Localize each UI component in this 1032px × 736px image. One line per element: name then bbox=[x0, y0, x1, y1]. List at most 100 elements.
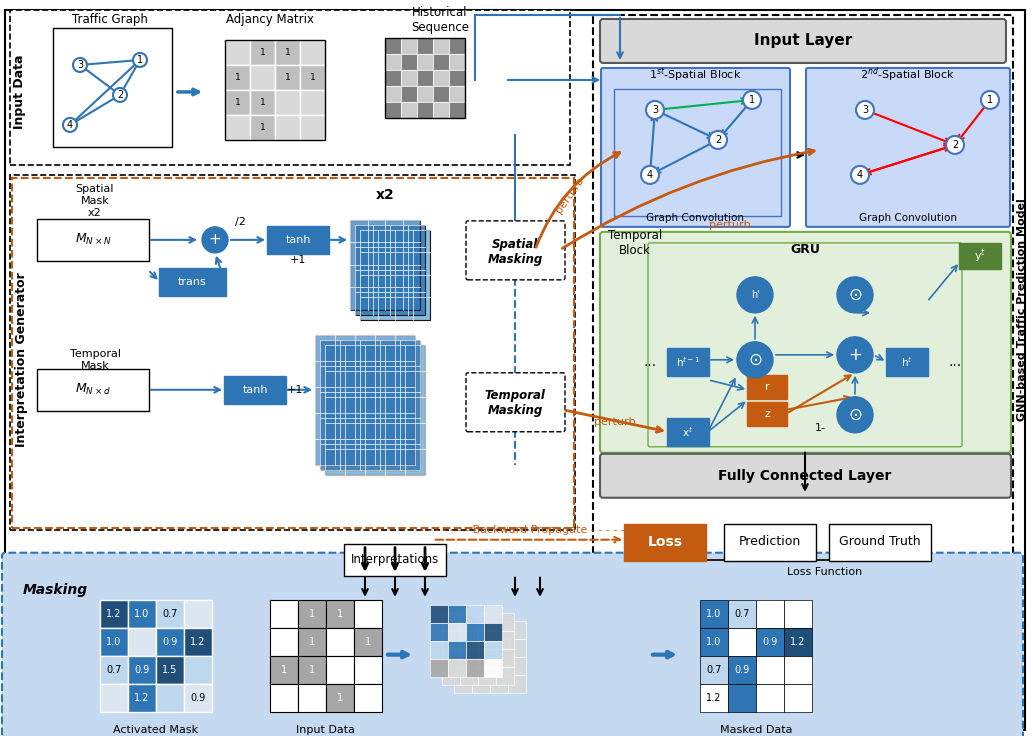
Bar bbox=[784, 684, 812, 712]
Bar bbox=[478, 612, 496, 631]
Text: 1: 1 bbox=[365, 637, 372, 647]
Bar bbox=[250, 115, 275, 140]
Text: Temporal
Masking: Temporal Masking bbox=[485, 389, 546, 417]
Bar bbox=[275, 65, 300, 90]
Bar bbox=[490, 675, 508, 693]
FancyBboxPatch shape bbox=[601, 68, 791, 227]
Bar bbox=[448, 623, 466, 640]
Bar bbox=[700, 628, 728, 656]
FancyBboxPatch shape bbox=[747, 375, 787, 399]
Bar bbox=[484, 659, 502, 676]
Bar bbox=[250, 65, 275, 90]
Text: +: + bbox=[208, 233, 222, 247]
Bar bbox=[401, 54, 417, 70]
Bar bbox=[385, 54, 401, 70]
Bar bbox=[449, 86, 465, 102]
Text: 0.7: 0.7 bbox=[106, 665, 122, 675]
Bar bbox=[300, 40, 325, 65]
Bar bbox=[433, 38, 449, 54]
Bar bbox=[472, 639, 490, 657]
Bar bbox=[756, 600, 784, 628]
Text: Spatial
Masking: Spatial Masking bbox=[487, 238, 543, 266]
Bar bbox=[728, 600, 756, 628]
Text: Input Layer: Input Layer bbox=[753, 33, 852, 49]
Text: 2: 2 bbox=[117, 90, 123, 100]
Bar bbox=[449, 102, 465, 118]
Bar bbox=[417, 70, 433, 86]
Text: Interpretations: Interpretations bbox=[351, 553, 440, 566]
Text: Interpretation Generator: Interpretation Generator bbox=[15, 272, 29, 447]
Text: 2: 2 bbox=[715, 135, 721, 145]
Bar bbox=[466, 605, 484, 623]
Bar bbox=[430, 659, 448, 676]
Bar bbox=[354, 656, 382, 684]
Bar bbox=[700, 656, 728, 684]
Text: 1: 1 bbox=[234, 98, 240, 107]
Bar bbox=[417, 54, 433, 70]
Bar bbox=[466, 640, 484, 659]
Bar bbox=[496, 667, 514, 684]
FancyBboxPatch shape bbox=[886, 348, 928, 376]
Text: 1: 1 bbox=[309, 609, 315, 619]
Bar bbox=[496, 612, 514, 631]
Bar bbox=[350, 220, 420, 310]
Text: 1: 1 bbox=[310, 73, 316, 82]
Bar bbox=[449, 54, 465, 70]
Bar bbox=[156, 600, 184, 628]
Bar bbox=[156, 684, 184, 712]
Bar bbox=[184, 656, 212, 684]
Bar bbox=[490, 657, 508, 675]
Text: 1: 1 bbox=[137, 55, 143, 65]
Text: GNN-based Traffic Prediction Model: GNN-based Traffic Prediction Model bbox=[1017, 199, 1027, 421]
Bar bbox=[401, 38, 417, 54]
Text: 1: 1 bbox=[260, 123, 265, 132]
Circle shape bbox=[856, 101, 874, 119]
Bar bbox=[472, 620, 490, 639]
Circle shape bbox=[946, 136, 964, 154]
Text: GRU: GRU bbox=[791, 244, 820, 256]
Bar bbox=[430, 640, 448, 659]
FancyBboxPatch shape bbox=[2, 553, 1023, 736]
Text: 0.9: 0.9 bbox=[735, 665, 749, 675]
Bar bbox=[156, 656, 184, 684]
Bar bbox=[472, 675, 490, 693]
Bar bbox=[128, 684, 156, 712]
Bar bbox=[270, 684, 298, 712]
Bar bbox=[478, 648, 496, 667]
Bar bbox=[326, 600, 354, 628]
Bar bbox=[385, 38, 465, 118]
Text: +1: +1 bbox=[287, 385, 303, 394]
FancyBboxPatch shape bbox=[624, 524, 706, 561]
Bar bbox=[700, 600, 728, 628]
Text: 1: 1 bbox=[285, 48, 290, 57]
Bar bbox=[300, 65, 325, 90]
Bar bbox=[442, 648, 460, 667]
Bar bbox=[360, 230, 430, 320]
Bar bbox=[100, 600, 128, 628]
Text: 1.0: 1.0 bbox=[134, 609, 150, 619]
Text: y$^t$: y$^t$ bbox=[974, 247, 986, 265]
Bar bbox=[449, 70, 465, 86]
Text: 1.0: 1.0 bbox=[706, 637, 721, 647]
Text: 1: 1 bbox=[749, 95, 755, 105]
Text: 1.2: 1.2 bbox=[706, 693, 721, 703]
Bar bbox=[454, 657, 472, 675]
Bar bbox=[484, 605, 502, 623]
Bar bbox=[448, 659, 466, 676]
Text: trans: trans bbox=[178, 277, 206, 287]
Text: 1.2: 1.2 bbox=[190, 637, 205, 647]
Bar bbox=[728, 684, 756, 712]
Bar bbox=[300, 115, 325, 140]
Bar bbox=[784, 600, 812, 628]
Text: 4: 4 bbox=[67, 120, 73, 130]
Bar bbox=[325, 345, 425, 475]
Circle shape bbox=[63, 118, 77, 132]
Bar bbox=[225, 115, 250, 140]
Text: x$^t$: x$^t$ bbox=[682, 425, 694, 439]
Bar bbox=[448, 640, 466, 659]
Bar bbox=[354, 600, 382, 628]
Bar bbox=[756, 656, 784, 684]
Circle shape bbox=[646, 101, 664, 119]
Bar bbox=[401, 70, 417, 86]
Bar bbox=[100, 628, 128, 656]
